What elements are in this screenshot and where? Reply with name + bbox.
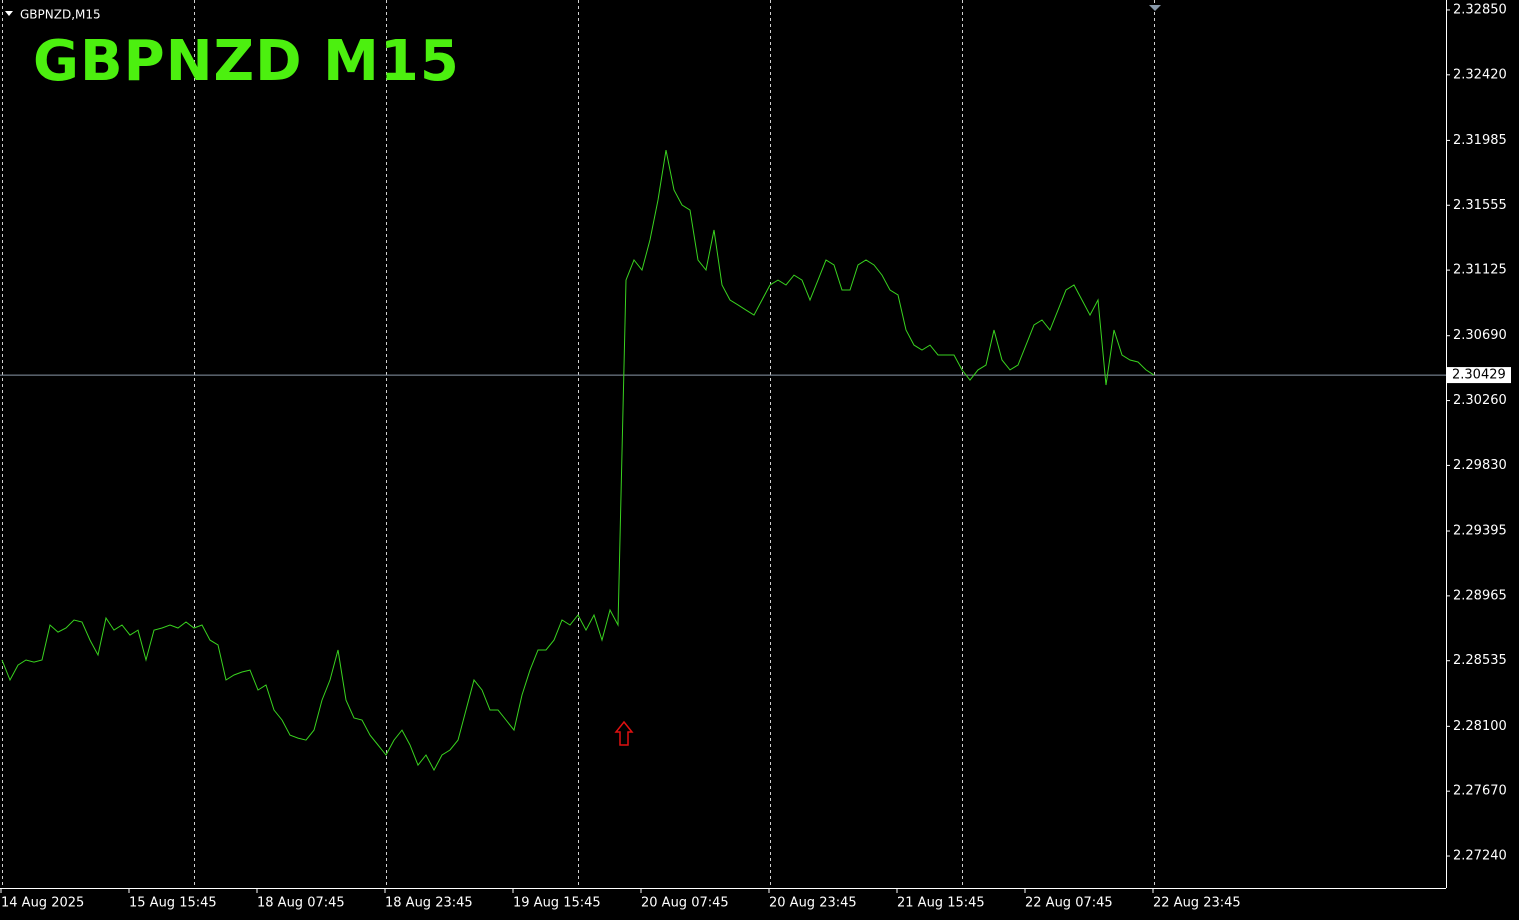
y-tick-label: 2.28100 [1453,719,1507,734]
y-tick-label: 2.29395 [1453,524,1507,539]
x-tick-label: 22 Aug 07:45 [1025,896,1113,911]
x-tick-label: 15 Aug 15:45 [129,896,217,911]
y-tick-label: 2.32420 [1453,67,1507,82]
x-tick-label: 22 Aug 23:45 [1153,896,1241,911]
signal-arrow [614,720,634,746]
y-tick-label: 2.27240 [1453,849,1507,864]
y-tick-label: 2.31125 [1453,263,1507,278]
x-tick-label: 20 Aug 23:45 [769,896,857,911]
x-tick-label: 18 Aug 23:45 [385,896,473,911]
x-tick-label: 18 Aug 07:45 [257,896,345,911]
menu-triangle[interactable] [5,11,13,16]
x-tick-label: 20 Aug 07:45 [641,896,729,911]
current-price-label: 2.30429 [1452,368,1506,383]
x-tick-label: 19 Aug 15:45 [513,896,601,911]
symbol-label: GBPNZD,M15 [20,8,101,22]
current-price-box [1447,367,1511,384]
y-tick-label: 2.31985 [1453,133,1507,148]
y-tick-label: 2.27670 [1453,784,1507,799]
plot-layer [0,0,1446,888]
y-tick-label: 2.28965 [1453,588,1507,603]
y-tick-label: 2.29830 [1453,458,1507,473]
y-tick-label: 2.28535 [1453,653,1507,668]
x-tick-label: 14 Aug 2025 [1,896,84,911]
price-line [1,150,1155,772]
y-tick-label: 2.32850 [1453,2,1507,17]
y-tick-label: 2.30260 [1453,393,1507,408]
y-tick-label: 2.30690 [1453,328,1507,343]
shift-marker [1149,5,1161,11]
y-tick-label: 2.31555 [1453,198,1507,213]
chart-title: GBPNZD M15 [33,29,460,94]
x-tick-label: 21 Aug 15:45 [897,896,985,911]
